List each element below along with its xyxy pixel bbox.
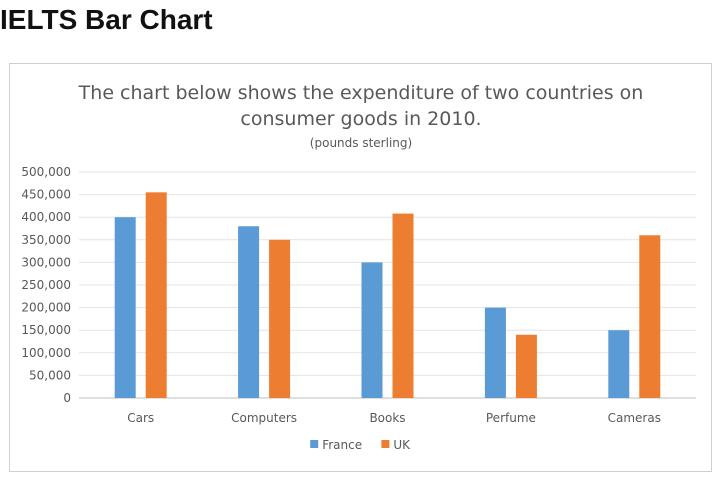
chart-title-line-1: The chart below shows the expenditure of… bbox=[78, 82, 644, 104]
gridlines bbox=[79, 171, 696, 399]
chart-title-line-2: consumer goods in 2010. bbox=[240, 108, 481, 130]
x-axis-categories: Cars Computers Books Perfume Cameras bbox=[127, 411, 661, 425]
y-tick-label: 450,000 bbox=[21, 188, 71, 202]
x-category-label: Computers bbox=[231, 411, 297, 425]
y-tick-label: 200,000 bbox=[21, 301, 71, 315]
y-tick-label: 250,000 bbox=[21, 278, 71, 292]
bar-uk-cars bbox=[145, 192, 167, 398]
bar-france-computers bbox=[238, 226, 260, 398]
x-category-label: Cars bbox=[127, 411, 154, 425]
chart-subtitle: (pounds sterling) bbox=[310, 136, 412, 150]
page-title: IELTS Bar Chart bbox=[0, 4, 213, 35]
y-tick-label: 150,000 bbox=[21, 323, 71, 337]
legend-label-uk: UK bbox=[393, 438, 411, 452]
bar-chart: The chart below shows the expenditure of… bbox=[21, 82, 696, 452]
y-tick-label: 500,000 bbox=[21, 165, 71, 179]
bar-uk-computers bbox=[269, 239, 291, 398]
x-category-label: Cameras bbox=[608, 411, 661, 425]
legend-label-france: France bbox=[322, 438, 362, 452]
bar-france-books bbox=[361, 262, 383, 398]
legend: France UK bbox=[310, 438, 411, 452]
y-axis-ticks: 0 50,000 100,000 150,000 200,000 250,000 300,0… bbox=[21, 165, 71, 405]
y-tick-label: 0 bbox=[63, 391, 71, 405]
bar-uk-books bbox=[392, 213, 414, 398]
x-category-label: Perfume bbox=[486, 411, 536, 425]
y-tick-label: 350,000 bbox=[21, 233, 71, 247]
bar-france-perfume bbox=[484, 307, 506, 398]
y-tick-label: 100,000 bbox=[21, 346, 71, 360]
y-tick-label: 400,000 bbox=[21, 210, 71, 224]
bar-uk-cameras bbox=[639, 235, 661, 398]
bar-france-cars bbox=[114, 217, 136, 398]
y-tick-label: 50,000 bbox=[29, 368, 71, 382]
bar-uk-perfume bbox=[515, 334, 537, 398]
bars bbox=[114, 192, 661, 398]
y-tick-label: 300,000 bbox=[21, 255, 71, 269]
x-category-label: Books bbox=[369, 411, 405, 425]
chart-container: The chart below shows the expenditure of… bbox=[9, 63, 712, 472]
bar-france-cameras bbox=[608, 330, 630, 398]
legend-swatch-uk bbox=[381, 440, 390, 448]
legend-swatch-france bbox=[310, 440, 319, 448]
